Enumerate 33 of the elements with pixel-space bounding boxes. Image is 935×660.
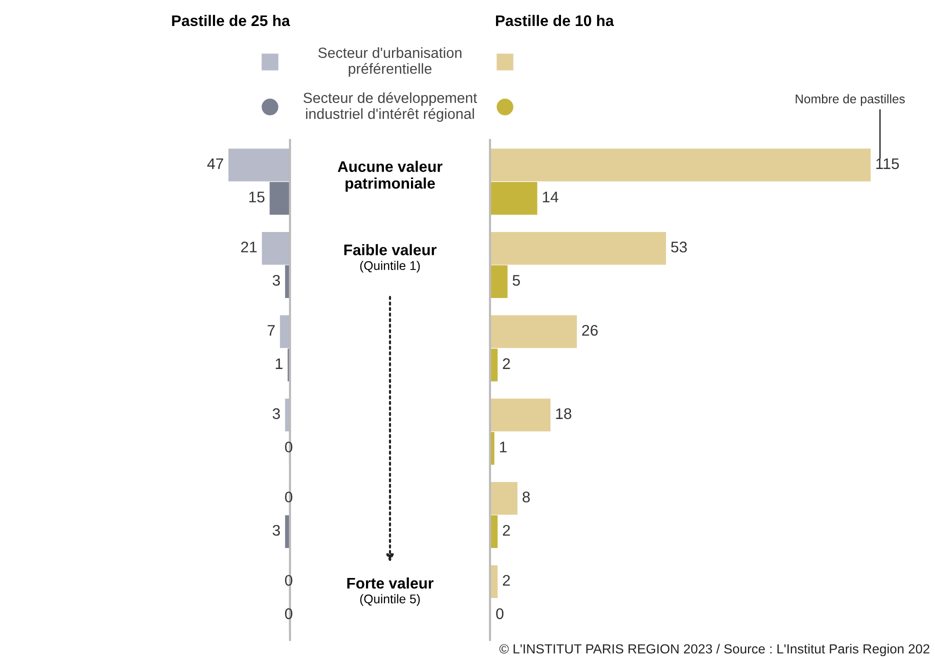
data-label: 47 xyxy=(207,158,224,169)
text: Secteur d'urbanisation préférentielle xyxy=(318,47,462,77)
data-label: 18 xyxy=(556,408,572,420)
data-label: 3 xyxy=(272,524,280,536)
data-label: 0 xyxy=(285,608,292,620)
y-tick-label: Forte valeur (Quintile 5) xyxy=(347,577,434,606)
data-label: 0 xyxy=(285,442,292,452)
data-label: 14 xyxy=(542,192,558,202)
data-label: 0 xyxy=(285,492,292,502)
data-label: 3 xyxy=(272,274,280,286)
data-label: 15 xyxy=(249,192,264,202)
data-label: 26 xyxy=(582,324,598,336)
data-label: 2 xyxy=(502,574,510,586)
data-label: 0 xyxy=(496,608,504,620)
text: Nombre de pastilles xyxy=(796,94,905,106)
text: © L'INSTITUT PARIS REGION 2023 / Source : L'Institut Paris Region 202 xyxy=(499,644,930,656)
legend-label: Secteur de développement industriel d'intérêt régional xyxy=(304,92,478,122)
y-tick-label: Faible valeur (Quintile 1) xyxy=(344,244,436,272)
y-tick-label: Aucune valeur patrimoniale xyxy=(338,160,442,192)
data-label: 3 xyxy=(272,408,280,420)
data-label: 1 xyxy=(500,442,507,452)
data-label: 7 xyxy=(268,325,275,336)
data-label: 53 xyxy=(671,242,687,252)
data-label: 21 xyxy=(241,242,257,252)
chart-title: Pastille de 25 ha xyxy=(172,14,290,26)
data-label: 2 xyxy=(502,358,510,369)
data-label: 0 xyxy=(285,574,292,586)
data-label: 115 xyxy=(876,158,899,170)
chart-title: Pastille de 10 ha xyxy=(496,14,614,26)
data-label: 8 xyxy=(522,492,530,502)
data-label: 1 xyxy=(276,358,282,369)
data-label: 2 xyxy=(502,524,510,536)
data-label: 5 xyxy=(512,275,520,286)
